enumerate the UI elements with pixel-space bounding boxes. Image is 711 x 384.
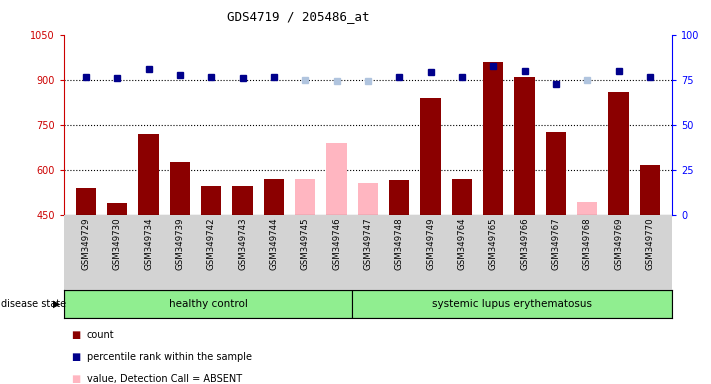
Bar <box>420 98 441 215</box>
Text: GSM349765: GSM349765 <box>488 217 498 270</box>
Bar <box>64 290 352 318</box>
Bar <box>515 77 535 215</box>
Text: GSM349769: GSM349769 <box>614 217 623 270</box>
Text: GSM349767: GSM349767 <box>552 217 560 270</box>
Bar <box>107 203 127 215</box>
Text: GSM349749: GSM349749 <box>426 217 435 270</box>
Bar <box>451 179 472 215</box>
Text: GSM349746: GSM349746 <box>332 217 341 270</box>
Text: GSM349734: GSM349734 <box>144 217 153 270</box>
Text: healthy control: healthy control <box>169 299 247 309</box>
Text: GSM349739: GSM349739 <box>176 217 184 270</box>
Bar <box>577 202 597 215</box>
Bar <box>264 179 284 215</box>
Text: ▶: ▶ <box>53 299 60 309</box>
Text: GSM349747: GSM349747 <box>363 217 373 270</box>
Text: GSM349743: GSM349743 <box>238 217 247 270</box>
Bar <box>358 184 378 215</box>
Bar <box>389 180 410 215</box>
Text: GSM349742: GSM349742 <box>207 217 215 270</box>
Bar <box>295 179 316 215</box>
Bar <box>76 188 96 215</box>
Text: value, Detection Call = ABSENT: value, Detection Call = ABSENT <box>87 374 242 384</box>
Bar <box>483 62 503 215</box>
Text: GSM349766: GSM349766 <box>520 217 529 270</box>
Text: GSM349770: GSM349770 <box>646 217 654 270</box>
Text: ■: ■ <box>71 352 80 362</box>
Bar <box>201 187 221 215</box>
Text: percentile rank within the sample: percentile rank within the sample <box>87 352 252 362</box>
Text: systemic lupus erythematosus: systemic lupus erythematosus <box>432 299 592 309</box>
Bar <box>609 92 629 215</box>
Bar <box>139 134 159 215</box>
Text: GSM349764: GSM349764 <box>457 217 466 270</box>
Bar <box>170 162 190 215</box>
Text: GSM349744: GSM349744 <box>269 217 279 270</box>
Bar <box>326 143 347 215</box>
Text: GSM349768: GSM349768 <box>583 217 592 270</box>
Text: count: count <box>87 330 114 340</box>
Text: disease state: disease state <box>1 299 66 309</box>
Text: GSM349729: GSM349729 <box>82 217 90 270</box>
Bar <box>640 166 660 215</box>
Bar <box>546 132 566 215</box>
Bar <box>352 290 672 318</box>
Text: GDS4719 / 205486_at: GDS4719 / 205486_at <box>228 10 370 23</box>
Text: ■: ■ <box>71 374 80 384</box>
Text: ■: ■ <box>71 330 80 340</box>
Text: GSM349730: GSM349730 <box>113 217 122 270</box>
Text: GSM349748: GSM349748 <box>395 217 404 270</box>
Text: GSM349745: GSM349745 <box>301 217 310 270</box>
Bar <box>232 187 253 215</box>
